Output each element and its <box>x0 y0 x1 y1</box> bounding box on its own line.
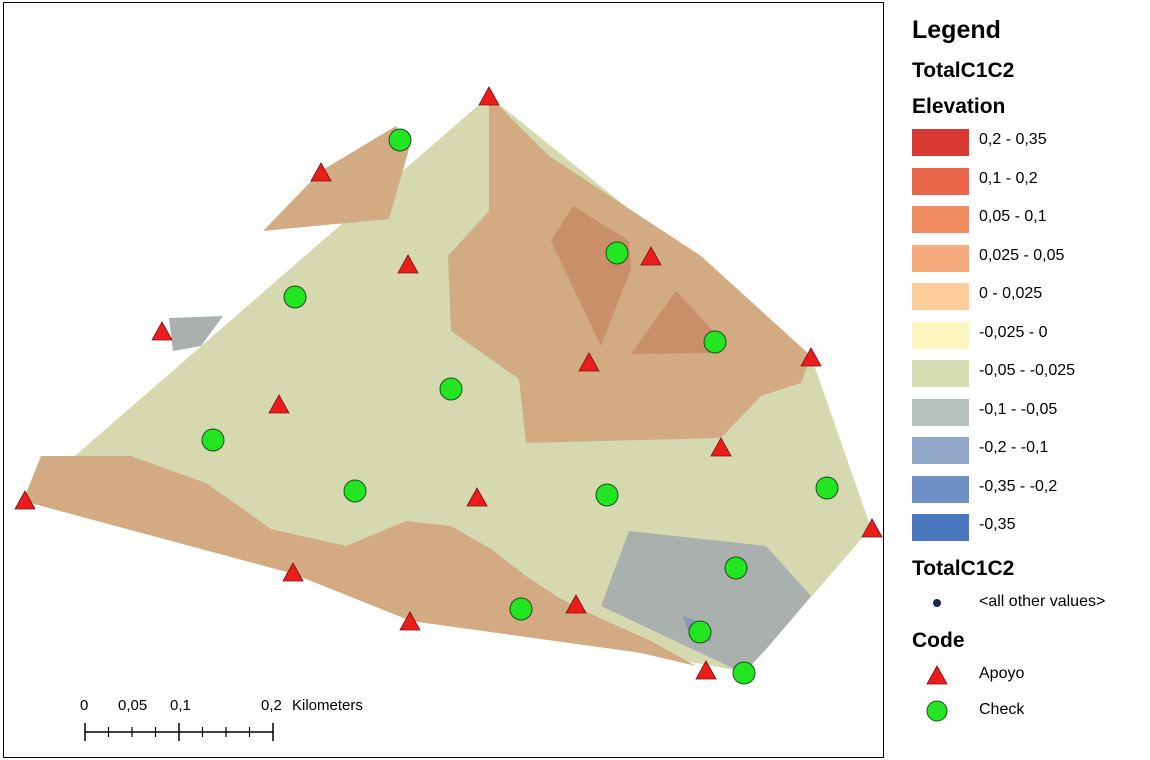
legend-class-label: -0,05 - -0,025 <box>979 362 1076 379</box>
legend-panel: Legend TotalC1C2 Elevation 0,2 - 0,35 0,1… <box>912 10 1147 732</box>
check-point[interactable] <box>815 476 839 500</box>
apoyo-point[interactable] <box>310 162 332 182</box>
scale-tick-label: 0 <box>80 697 89 714</box>
legend-class-label: -0,35 <box>979 516 1016 533</box>
scale-tick-label: 0,2 <box>261 697 282 714</box>
legend-class-list: 0,2 - 0,35 0,1 - 0,2 0,05 - 0,1 0,025 - 0,0… <box>912 126 1147 550</box>
apoyo-point[interactable] <box>151 321 173 341</box>
legend-title: Legend <box>912 16 1001 44</box>
surface-zone-southeast-low <box>601 531 811 673</box>
check-point[interactable] <box>688 620 712 644</box>
legend-class-row: -0,1 - -0,05 <box>912 396 1147 435</box>
surface-zone-northeast-higher-2 <box>631 291 713 354</box>
legend-other-values-label: <all other values> <box>979 592 1106 610</box>
scale-tick-label: 0,1 <box>170 697 191 714</box>
green-circle-icon <box>926 700 948 721</box>
apoyo-point[interactable] <box>14 490 36 510</box>
check-point[interactable] <box>283 285 307 309</box>
scale-unit-label: Kilometers <box>292 697 363 714</box>
legend-points-layer-name: TotalC1C2 <box>912 556 1015 580</box>
scale-bar: 0 0,05 0,1 0,2 Kilometers <box>76 697 396 747</box>
legend-class-row: 0,025 - 0,05 <box>912 242 1147 281</box>
legend-class-swatch <box>912 360 969 387</box>
apoyo-points <box>14 86 883 680</box>
legend-class-label: -0,025 - 0 <box>979 323 1048 341</box>
legend-class-row: 0 - 0,025 <box>912 280 1147 319</box>
scale-tick-label: 0,05 <box>118 697 148 714</box>
check-point[interactable] <box>732 661 756 685</box>
legend-class-swatch <box>912 437 969 464</box>
check-point[interactable] <box>724 556 748 580</box>
legend-class-swatch <box>912 514 969 541</box>
legend-class-swatch <box>912 475 969 503</box>
check-point[interactable] <box>439 377 463 401</box>
surface-zone-west-low <box>169 316 223 351</box>
surface-zone-northwest-high <box>263 126 409 231</box>
check-point[interactable] <box>388 128 412 152</box>
dot-icon <box>933 598 941 607</box>
legend-class-row: -0,35 <box>912 511 1147 550</box>
scale-bar-graphic <box>84 723 274 741</box>
legend-class-swatch <box>912 206 969 233</box>
legend-class-row: -0,2 - -0,1 <box>912 434 1147 473</box>
legend-class-row: 0,1 - 0,2 <box>912 165 1147 204</box>
apoyo-point[interactable] <box>478 86 500 106</box>
apoyo-point[interactable] <box>710 437 732 457</box>
check-point[interactable] <box>595 483 619 507</box>
apoyo-point[interactable] <box>861 518 883 538</box>
legend-class-label: 0,1 - 0,2 <box>979 169 1038 187</box>
check-point[interactable] <box>201 428 225 452</box>
legend-other-values-row: <all other values> <box>912 588 1147 624</box>
legend-code-field: Code <box>912 628 965 652</box>
apoyo-point[interactable] <box>578 352 600 372</box>
legend-class-row: -0,025 - 0 <box>912 319 1147 358</box>
apoyo-point[interactable] <box>565 594 587 614</box>
legend-class-swatch <box>912 283 969 310</box>
legend-class-label: 0,2 - 0,35 <box>979 131 1047 148</box>
check-point[interactable] <box>703 330 727 354</box>
legend-symbol-label: Check <box>979 700 1025 718</box>
apoyo-point[interactable] <box>282 562 304 582</box>
legend-symbol-label: Apoyo <box>979 664 1025 682</box>
legend-class-label: 0 - 0,025 <box>979 285 1043 302</box>
legend-class-row: -0,35 - -0,2 <box>912 473 1147 512</box>
legend-field-name: Elevation <box>912 95 1006 118</box>
legend-class-label: 0,05 - 0,1 <box>979 208 1047 225</box>
check-point[interactable] <box>509 597 533 621</box>
red-triangle-icon <box>926 664 948 684</box>
legend-layer-name: TotalC1C2 <box>912 59 1015 82</box>
legend-class-row: 0,2 - 0,35 <box>912 126 1147 165</box>
legend-class-row: 0,05 - 0,1 <box>912 203 1147 242</box>
apoyo-point[interactable] <box>695 660 717 680</box>
legend-class-swatch <box>912 398 969 426</box>
surface-zone-northeast-higher-1 <box>551 206 631 346</box>
check-point[interactable] <box>605 241 629 265</box>
check-points <box>201 128 839 685</box>
legend-class-row: -0,05 - -0,025 <box>912 357 1147 396</box>
legend-symbol-check: Check <box>912 696 1147 732</box>
apoyo-point[interactable] <box>397 254 419 274</box>
apoyo-point[interactable] <box>800 347 822 367</box>
apoyo-point[interactable] <box>640 246 662 266</box>
apoyo-point[interactable] <box>268 394 290 414</box>
legend-class-label: -0,35 - -0,2 <box>979 477 1058 495</box>
legend-class-label: 0,025 - 0,05 <box>979 246 1065 264</box>
map-canvas[interactable] <box>4 3 883 757</box>
check-point[interactable] <box>343 479 367 503</box>
legend-class-label: -0,2 - -0,1 <box>979 439 1049 456</box>
legend-class-label: -0,1 - -0,05 <box>979 400 1058 418</box>
legend-class-swatch <box>912 167 969 195</box>
legend-class-swatch <box>912 244 969 272</box>
legend-class-swatch <box>912 129 969 156</box>
legend-symbol-apoyo: Apoyo <box>912 660 1147 696</box>
map-frame[interactable]: 0 0,05 0,1 0,2 Kilometers <box>3 2 884 758</box>
apoyo-point[interactable] <box>399 611 421 631</box>
legend-class-swatch <box>912 321 969 349</box>
apoyo-point[interactable] <box>466 487 488 507</box>
